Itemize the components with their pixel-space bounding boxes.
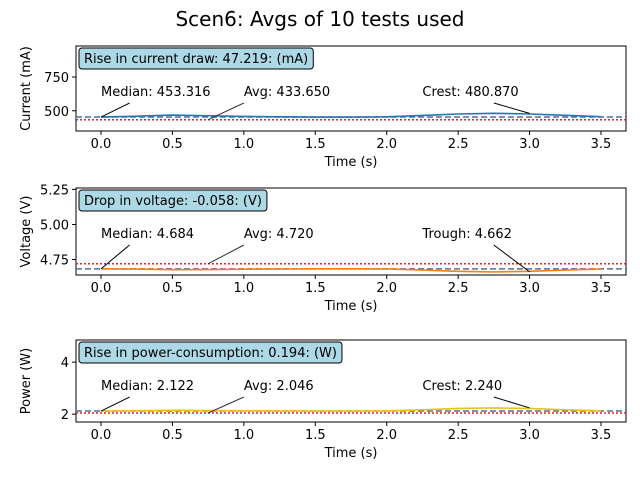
extreme-arrow	[493, 244, 530, 273]
y-tick-label: 2	[61, 408, 69, 423]
x-tick-label: 1.5	[305, 137, 326, 152]
avg-arrow	[207, 102, 245, 121]
extreme-annotation: Crest: 2.240	[422, 379, 502, 394]
extreme-annotation: Crest: 480.870	[422, 85, 518, 100]
avg-arrow	[207, 244, 245, 265]
median-arrow	[100, 396, 130, 412]
x-tick-label: 0.5	[162, 137, 183, 152]
median-annotation: Median: 2.122	[101, 379, 194, 394]
page-title: Scen6: Avgs of 10 tests used	[175, 7, 464, 31]
avg-arrow	[207, 396, 245, 414]
y-tick-label: 500	[44, 105, 69, 120]
x-tick-label: 0.0	[91, 428, 112, 443]
y-tick-label: 750	[44, 71, 69, 86]
x-tick-label: 0.5	[162, 428, 183, 443]
x-axis-label: Time (s)	[324, 299, 378, 314]
y-tick-label: 5.00	[40, 218, 69, 233]
x-tick-label: 3.0	[519, 137, 540, 152]
x-tick-label: 2.5	[448, 281, 469, 296]
info-box-text: Drop in voltage: -0.058: (V)	[84, 194, 262, 209]
x-tick-label: 2.5	[448, 428, 469, 443]
y-tick-label: 4	[61, 356, 69, 371]
x-tick-label: 0.0	[91, 281, 112, 296]
avg-annotation: Avg: 433.650	[244, 85, 330, 100]
y-tick-label: 5.25	[40, 183, 69, 198]
info-box	[78, 47, 314, 70]
x-tick-label: 2.0	[376, 428, 397, 443]
x-tick-label: 1.0	[234, 137, 255, 152]
extreme-arrow	[493, 396, 530, 409]
x-tick-label: 1.0	[234, 281, 255, 296]
data-series-line	[100, 268, 602, 273]
extreme-annotation: Trough: 4.662	[421, 227, 512, 242]
info-box-text: Rise in current draw: 47.219: (mA)	[84, 52, 308, 67]
axes-frame	[75, 45, 627, 132]
x-tick-label: 1.0	[234, 428, 255, 443]
y-tick-label: 4.75	[40, 254, 69, 269]
x-tick-label: 0.5	[162, 281, 183, 296]
median-arrow	[100, 102, 130, 118]
avg-annotation: Avg: 2.046	[244, 379, 314, 394]
data-series-line	[100, 407, 602, 412]
x-tick-label: 3.5	[591, 428, 612, 443]
x-tick-label: 3.5	[591, 137, 612, 152]
x-tick-label: 2.0	[376, 137, 397, 152]
median-annotation: Median: 453.316	[101, 85, 211, 100]
avg-annotation: Avg: 4.720	[244, 227, 314, 242]
x-tick-label: 2.5	[448, 137, 469, 152]
subplot-1: 0.0 0.5 1.0 1.5 2.0 2.5 3.0 3.5 500 750 Time (s) Cu…	[19, 45, 627, 170]
subplot-3: 0.0 0.5 1.0 1.5 2.0 2.5 3.0 3.5 2 4 Time (s) Power …	[19, 339, 627, 461]
y-axis-label: Current (mA)	[19, 46, 34, 131]
y-axis-label: Power (W)	[19, 348, 34, 414]
x-axis-label: Time (s)	[324, 155, 378, 170]
x-tick-label: 2.0	[376, 281, 397, 296]
info-box-text: Rise in power-consumption: 0.194: (W)	[84, 346, 337, 361]
extreme-arrow	[493, 102, 530, 114]
data-series-line	[100, 112, 602, 118]
axes-frame	[75, 339, 627, 423]
info-box	[78, 341, 343, 364]
x-tick-label: 3.0	[519, 428, 540, 443]
x-tick-label: 3.0	[519, 281, 540, 296]
info-box	[78, 189, 268, 212]
median-arrow	[100, 244, 130, 270]
subplot-2: 0.0 0.5 1.0 1.5 2.0 2.5 3.0 3.5 4.75 5.00 5.25 Time…	[19, 183, 627, 314]
x-tick-label: 0.0	[91, 137, 112, 152]
x-tick-label: 1.5	[305, 428, 326, 443]
x-tick-label: 3.5	[591, 281, 612, 296]
axes-frame	[75, 187, 627, 276]
y-axis-label: Voltage (V)	[19, 196, 34, 268]
x-axis-label: Time (s)	[324, 446, 378, 461]
median-annotation: Median: 4.684	[101, 227, 194, 242]
x-tick-label: 1.5	[305, 281, 326, 296]
